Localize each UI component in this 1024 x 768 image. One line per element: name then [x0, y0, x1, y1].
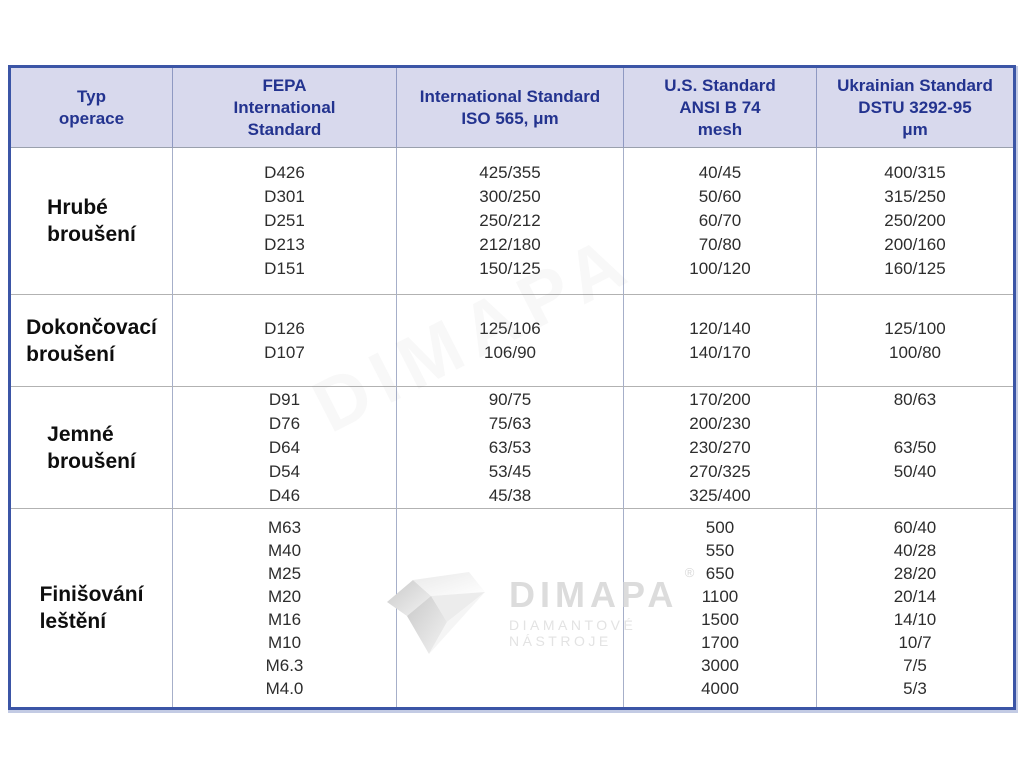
standards-table: Typ operace FEPA International Standard …	[8, 65, 1016, 710]
cell-hrube-iso: 425/355 300/250 250/212 212/180 150/125	[397, 148, 624, 295]
cell-finisovani-ansi: 500 550 650 1100 1500 1700 3000 4000	[624, 509, 817, 707]
cell-dokoncovaci-ansi: 120/140 140/170	[624, 295, 817, 387]
cell-jemne-ansi: 170/200 200/230 230/270 270/325 325/400	[624, 387, 817, 509]
cell-dokoncovaci-fepa: D126 D107	[173, 295, 397, 387]
row-label-text: Dokončovací broušení	[26, 315, 157, 366]
row-label-hrube-brouseni: Hrubé broušení	[11, 148, 173, 295]
header-dstu-3292: Ukrainian Standard DSTU 3292-95 μm	[817, 68, 1013, 148]
cell-finisovani-iso	[397, 509, 624, 707]
cell-jemne-ukr: 80/63 63/50 50/40	[817, 387, 1013, 509]
table-grid: Typ operace FEPA International Standard …	[11, 68, 1013, 707]
cell-dokoncovaci-ukr: 125/100 100/80	[817, 295, 1013, 387]
cell-hrube-ukr: 400/315 315/250 250/200 200/160 160/125	[817, 148, 1013, 295]
header-ansi-b74: U.S. Standard ANSI B 74 mesh	[624, 68, 817, 148]
cell-finisovani-fepa: M63 M40 M25 M20 M16 M10 M6.3 M4.0	[173, 509, 397, 707]
cell-hrube-fepa: D426 D301 D251 D213 D151	[173, 148, 397, 295]
header-fepa: FEPA International Standard	[173, 68, 397, 148]
header-typ-operace: Typ operace	[11, 68, 173, 148]
header-iso-565: International Standard ISO 565, μm	[397, 68, 624, 148]
row-label-text: Jemné broušení	[47, 422, 136, 473]
cell-finisovani-ukr: 60/40 40/28 28/20 20/14 14/10 10/7 7/5 5…	[893, 518, 937, 698]
row-label-dokoncovaci-brouseni: Dokončovací broušení	[11, 295, 173, 387]
row-label-jemne-brouseni: Jemné broušení	[11, 387, 173, 509]
cell-jemne-fepa: D91 D76 D64 D54 D46	[173, 387, 397, 509]
row-label-finisovani-lesteni: Finišování leštění	[11, 509, 173, 707]
cell-hrube-ansi: 40/45 50/60 60/70 70/80 100/120	[624, 148, 817, 295]
row-label-text: Hrubé broušení	[47, 196, 136, 246]
cell-jemne-iso: 90/75 75/63 63/53 53/45 45/38	[397, 387, 624, 509]
row-label-text: Finišování leštění	[39, 583, 144, 633]
cell-dokoncovaci-iso: 125/106 106/90	[397, 295, 624, 387]
